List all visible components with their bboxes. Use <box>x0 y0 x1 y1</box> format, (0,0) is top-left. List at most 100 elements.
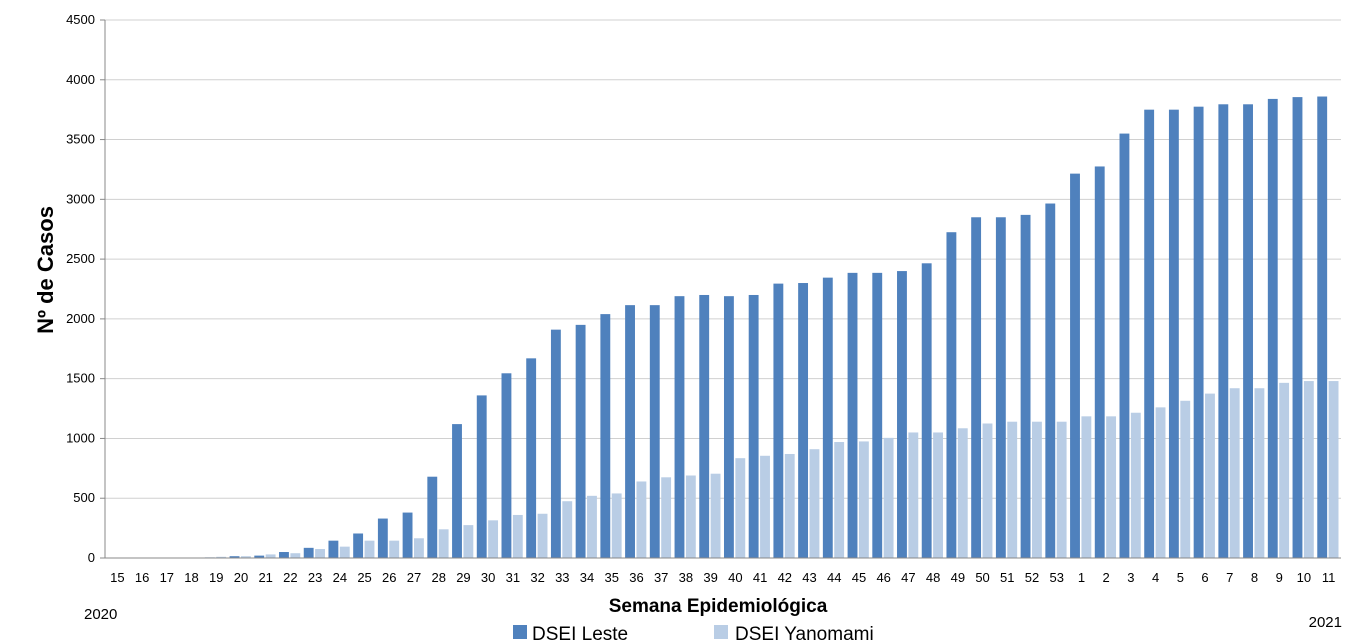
x-tick-label: 44 <box>827 570 841 585</box>
bar-dsei-leste <box>452 424 462 558</box>
y-tick-label: 4500 <box>66 12 95 27</box>
bar-dsei-yanomami <box>389 540 400 558</box>
bar-dsei-leste <box>822 277 833 558</box>
bar-dsei-yanomami <box>760 455 770 558</box>
bar-dsei-yanomami <box>809 449 820 558</box>
bar-dsei-yanomami <box>858 441 869 558</box>
legend-label-dsei-leste: DSEI Leste <box>532 624 628 642</box>
bar-dsei-yanomami <box>883 437 894 558</box>
x-tick-label: 19 <box>209 570 223 585</box>
bar-dsei-yanomami <box>908 432 919 558</box>
bar-dsei-leste <box>748 294 759 558</box>
bar-dsei-leste <box>1292 97 1303 559</box>
bar-dsei-yanomami <box>438 529 449 558</box>
bar-dsei-leste <box>575 324 586 558</box>
bar-dsei-leste <box>1144 109 1155 559</box>
bar-dsei-yanomami <box>587 495 597 558</box>
year-start-label: 2020 <box>84 606 117 623</box>
bar-dsei-leste <box>402 512 413 558</box>
bar-dsei-yanomami <box>685 475 696 558</box>
bar-dsei-yanomami <box>957 428 968 558</box>
y-tick-label: 3000 <box>66 191 95 206</box>
bar-dsei-yanomami <box>562 501 573 558</box>
x-tick-label: 23 <box>308 570 322 585</box>
x-tick-label: 53 <box>1049 570 1063 585</box>
bar-dsei-yanomami <box>463 525 474 558</box>
x-tick-label: 38 <box>679 570 693 585</box>
x-tick-label: 51 <box>1000 570 1014 585</box>
y-tick-label: 1000 <box>66 430 95 445</box>
bar-dsei-yanomami <box>1106 416 1117 558</box>
bar-dsei-leste <box>674 296 685 558</box>
bar-dsei-yanomami <box>216 556 227 558</box>
x-tick-label: 47 <box>901 570 915 585</box>
bar-dsei-yanomami <box>265 554 276 558</box>
x-tick-label: 49 <box>951 570 965 585</box>
x-tick-label: 8 <box>1251 570 1258 585</box>
legend: DSEI Leste DSEI Yanomami <box>513 624 874 642</box>
bar-dsei-yanomami <box>512 514 523 558</box>
bar-dsei-leste <box>1317 96 1328 559</box>
bar-dsei-leste <box>995 217 1006 558</box>
y-tick-label: 1500 <box>66 371 95 386</box>
bars <box>204 96 1339 559</box>
bar-dsei-yanomami <box>784 453 795 558</box>
bar-dsei-leste <box>427 476 438 558</box>
bar-dsei-yanomami <box>1032 421 1042 558</box>
bar-dsei-yanomami <box>1205 393 1215 558</box>
x-tick-label: 15 <box>110 570 124 585</box>
x-tick-label: 17 <box>160 570 174 585</box>
bar-dsei-yanomami <box>735 458 746 558</box>
bar-dsei-yanomami <box>1328 381 1339 558</box>
bar-dsei-yanomami <box>1254 388 1265 558</box>
bar-dsei-leste <box>1119 133 1130 558</box>
gridlines <box>105 19 1341 499</box>
x-tick-label: 18 <box>184 570 198 585</box>
bar-dsei-yanomami <box>1229 388 1240 558</box>
bar-dsei-yanomami <box>661 477 672 558</box>
bar-dsei-leste <box>847 272 858 558</box>
bar-dsei-leste <box>699 294 710 558</box>
bar-dsei-yanomami <box>537 513 548 558</box>
x-tick-label: 20 <box>234 570 248 585</box>
bar-dsei-yanomami <box>240 556 251 558</box>
x-tick-label: 46 <box>876 570 890 585</box>
x-tick-label: 39 <box>703 570 717 585</box>
bar-dsei-leste <box>600 314 611 558</box>
x-tick-label: 29 <box>456 570 470 585</box>
bar-dsei-leste <box>946 232 957 558</box>
bar-dsei-yanomami <box>339 546 350 558</box>
x-tick-label: 7 <box>1226 570 1233 585</box>
bar-dsei-leste <box>723 296 734 558</box>
bar-dsei-leste <box>476 395 487 558</box>
bar-dsei-leste <box>501 373 512 558</box>
x-tick-label: 43 <box>802 570 816 585</box>
x-tick-label: 36 <box>629 570 643 585</box>
x-tick-label: 26 <box>382 570 396 585</box>
bar-dsei-leste <box>303 547 314 558</box>
bar-dsei-leste <box>279 552 289 558</box>
x-tick-label: 41 <box>753 570 767 585</box>
bar-dsei-yanomami <box>1056 421 1067 558</box>
legend-label-dsei-yanomami: DSEI Yanomami <box>735 624 874 642</box>
x-tick-label: 32 <box>530 570 544 585</box>
x-tick-label: 1 <box>1078 570 1085 585</box>
bar-dsei-yanomami <box>710 473 721 558</box>
bar-dsei-yanomami <box>1007 421 1018 558</box>
x-tick-label: 10 <box>1297 570 1311 585</box>
bar-dsei-yanomami <box>834 442 845 558</box>
x-tick-label: 37 <box>654 570 668 585</box>
x-axis-ticks: 15 16 17 18 19 20 21 22 23 24 25 26 27 28 29 30 31 32 33 34… <box>110 570 1335 585</box>
x-tick-label: 11 <box>1322 570 1336 585</box>
bar-dsei-yanomami <box>611 493 622 558</box>
x-tick-label: 4 <box>1152 570 1159 585</box>
bar-dsei-leste <box>649 305 660 558</box>
y-tick-label: 2500 <box>66 251 95 266</box>
x-tick-label: 52 <box>1025 570 1039 585</box>
x-tick-label: 27 <box>407 570 421 585</box>
bar-dsei-leste <box>1070 173 1080 558</box>
x-tick-label: 3 <box>1127 570 1134 585</box>
bar-dsei-leste <box>773 283 784 558</box>
bar-dsei-leste <box>1045 203 1056 558</box>
bar-dsei-leste <box>377 518 388 558</box>
